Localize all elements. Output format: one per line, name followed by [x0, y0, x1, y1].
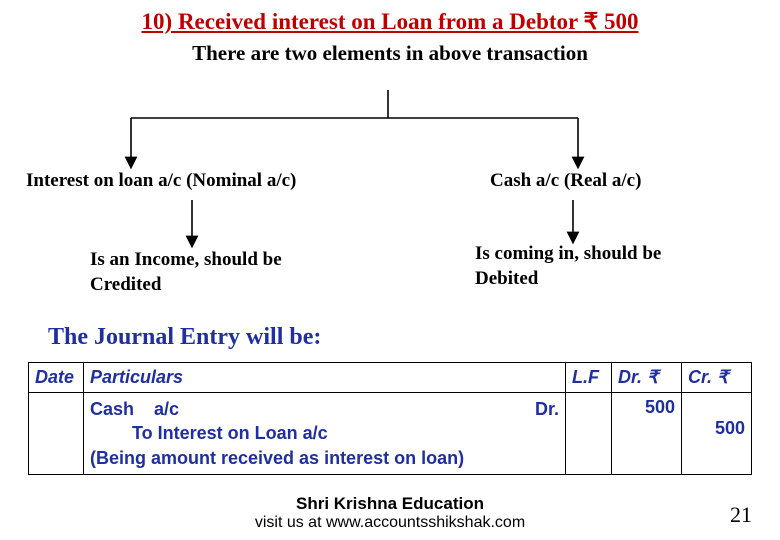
title-amount: 500 — [604, 9, 639, 34]
col-lf: L.F — [566, 363, 612, 393]
cash-label: Cash — [90, 399, 134, 419]
col-particulars: Particulars — [84, 363, 566, 393]
journal-entry-table: Date Particulars L.F Dr. ₹ Cr. ₹ Cash a/… — [28, 362, 752, 475]
date-cell — [29, 393, 84, 475]
col-dr: Dr. ₹ — [612, 363, 682, 393]
ac-label: a/c — [154, 399, 179, 419]
cr-label: Cr. — [688, 367, 712, 387]
col-date: Date — [29, 363, 84, 393]
footer-line2: visit us at www.accountsshikshak.com — [0, 514, 780, 532]
dr-amount-cell: 500 — [612, 393, 682, 475]
subtitle: There are two elements in above transact… — [0, 41, 780, 66]
col-cr: Cr. ₹ — [682, 363, 752, 393]
left-account-label: Interest on loan a/c (Nominal a/c) — [26, 170, 296, 192]
rupee-icon: ₹ — [717, 367, 728, 387]
dr-mark: Dr. — [535, 397, 559, 421]
rupee-icon: ₹ — [647, 367, 658, 387]
footer-line1: Shri Krishna Education — [0, 494, 780, 514]
dr-amount: 500 — [618, 397, 675, 418]
journal-heading: The Journal Entry will be: — [48, 324, 321, 351]
narration: (Being amount received as interest on lo… — [90, 446, 559, 470]
title-text: 10) Received interest on Loan from a Deb… — [142, 9, 584, 34]
cr-amount: 500 — [688, 418, 745, 439]
dr-label: Dr. — [618, 367, 642, 387]
page-number: 21 — [730, 502, 752, 528]
page-title: 10) Received interest on Loan from a Deb… — [0, 0, 780, 35]
table-header-row: Date Particulars L.F Dr. ₹ Cr. ₹ — [29, 363, 752, 393]
particulars-cell: Cash a/c Dr. To Interest on Loan a/c (Be… — [84, 393, 566, 475]
cr-amount-cell: 500 — [682, 393, 752, 475]
to-line: To Interest on Loan a/c — [90, 421, 559, 445]
table-row: Cash a/c Dr. To Interest on Loan a/c (Be… — [29, 393, 752, 475]
left-rule-label: Is an Income, should be Credited — [90, 248, 320, 297]
right-account-label: Cash a/c (Real a/c) — [490, 170, 641, 192]
lf-cell — [566, 393, 612, 475]
rupee-icon: ₹ — [584, 8, 599, 34]
right-rule-label: Is coming in, should be Debited — [475, 242, 705, 291]
